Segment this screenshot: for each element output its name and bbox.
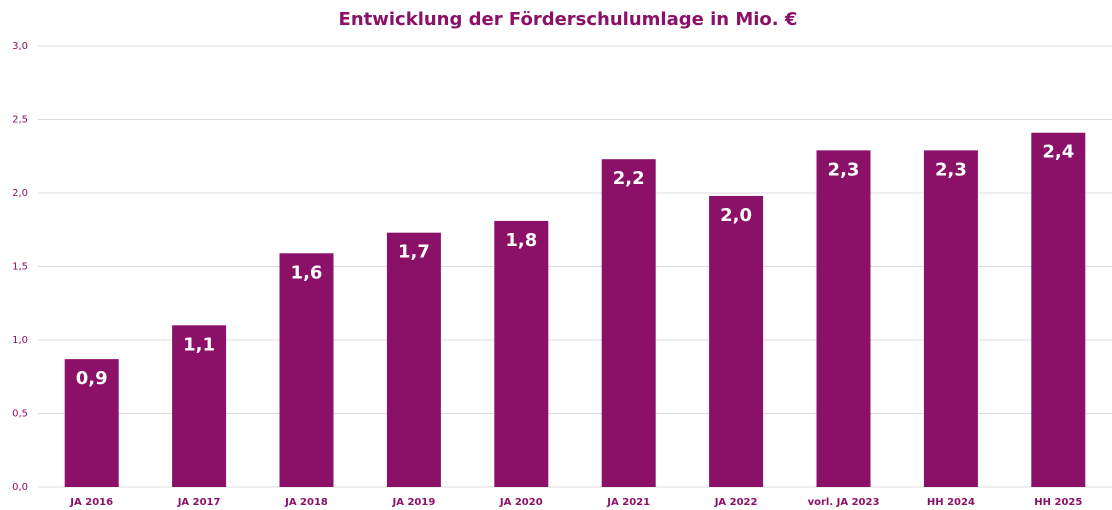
value-label: 2,0 [720, 205, 752, 226]
value-label: 0,9 [76, 368, 108, 389]
x-tick-label: JA 2019 [392, 497, 436, 508]
value-label: 2,3 [935, 159, 967, 180]
x-tick-label: JA 2018 [284, 497, 328, 508]
bar [1031, 132, 1086, 488]
bar [923, 150, 978, 487]
value-label: 1,8 [505, 230, 537, 251]
bar [494, 220, 549, 487]
x-tick-label: JA 2016 [69, 497, 113, 508]
bar [709, 195, 764, 487]
y-tick-label: 2,0 [12, 188, 28, 199]
y-tick-label: 3,0 [12, 41, 28, 52]
bar [279, 253, 334, 487]
bar [816, 150, 871, 487]
y-tick-label: 1,5 [12, 262, 28, 273]
value-label: 2,3 [828, 159, 860, 180]
value-label: 2,2 [613, 168, 645, 189]
bar [386, 232, 441, 487]
bar [172, 325, 227, 487]
value-label: 1,7 [398, 242, 430, 263]
value-label: 1,1 [183, 334, 215, 355]
y-tick-label: 0,5 [12, 409, 28, 420]
value-label: 2,4 [1042, 142, 1074, 163]
x-tick-label: HH 2025 [1034, 497, 1082, 508]
x-tick-label: HH 2024 [927, 497, 975, 508]
x-tick-label: JA 2022 [714, 497, 758, 508]
bar [64, 359, 119, 487]
bar [601, 159, 656, 487]
y-tick-label: 1,0 [12, 335, 28, 346]
y-tick-label: 0,0 [12, 482, 28, 493]
x-tick-label: JA 2017 [177, 497, 221, 508]
chart-title: Entwicklung der Förderschulumlage in Mio… [339, 9, 798, 30]
value-label: 1,6 [291, 262, 323, 283]
y-tick-label: 2,5 [12, 115, 28, 126]
x-tick-label: JA 2020 [499, 497, 543, 508]
x-tick-label: vorl. JA 2023 [808, 497, 880, 508]
x-tick-label: JA 2021 [606, 497, 650, 508]
